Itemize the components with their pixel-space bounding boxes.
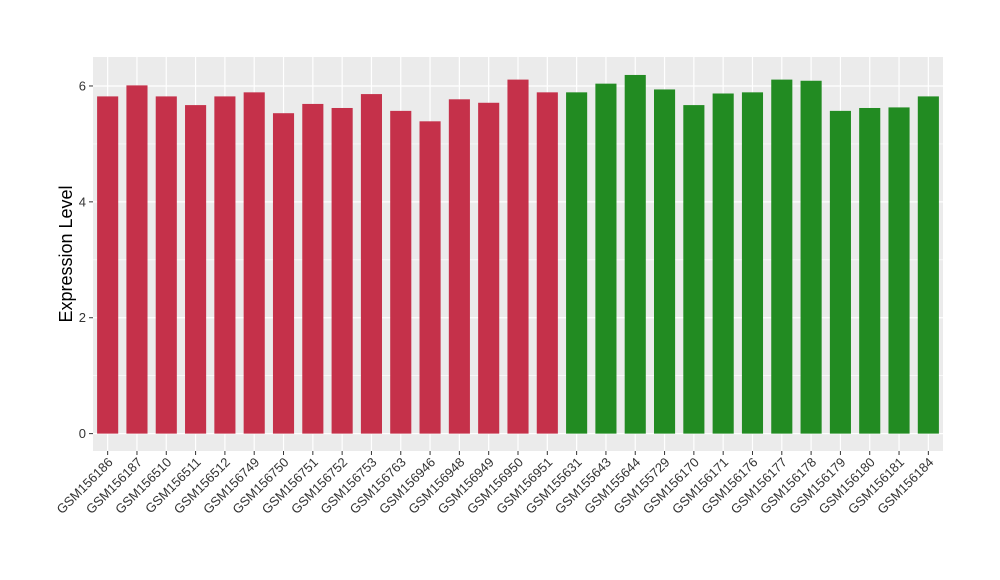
- bar-GSM156181: [888, 107, 910, 434]
- bar-GSM156753: [360, 94, 382, 434]
- bar-GSM156178: [800, 80, 822, 434]
- bar-GSM156751: [302, 103, 324, 434]
- y-tick-label: 0: [79, 426, 86, 441]
- bar-GSM156186: [97, 96, 119, 434]
- y-tick-label: 6: [79, 78, 86, 93]
- bar-GSM156180: [859, 107, 881, 434]
- bar-GSM156752: [331, 107, 353, 434]
- bar-GSM156187: [126, 85, 148, 434]
- bar-GSM155631: [566, 92, 588, 434]
- bar-GSM156170: [683, 105, 705, 434]
- bar-GSM156949: [478, 102, 500, 434]
- bar-GSM156177: [771, 79, 793, 434]
- bar-GSM156750: [272, 113, 295, 434]
- bar-GSM156171: [712, 93, 734, 434]
- y-tick-label: 2: [79, 310, 86, 325]
- bar-GSM156948: [448, 99, 470, 434]
- y-axis: 0 2 4 6: [79, 78, 93, 441]
- y-tick-label: 4: [79, 194, 86, 209]
- bar-GSM156951: [536, 92, 558, 434]
- bars: [97, 74, 939, 434]
- bar-GSM156176: [741, 92, 764, 434]
- bar-GSM156512: [214, 96, 236, 434]
- bar-GSM156763: [390, 110, 412, 434]
- bar-GSM155644: [624, 74, 646, 434]
- bar-GSM156510: [155, 96, 177, 434]
- bar-GSM156511: [185, 105, 207, 434]
- bar-GSM155643: [595, 83, 617, 434]
- bar-GSM156950: [507, 79, 529, 434]
- y-axis-title: Expression Level: [56, 185, 76, 322]
- bar-GSM156179: [829, 110, 851, 434]
- x-axis: GSM156186GSM156187GSM156510GSM156511GSM1…: [54, 451, 936, 517]
- bar-GSM156749: [243, 92, 265, 434]
- bar-GSM156184: [917, 96, 939, 434]
- bar-GSM156946: [419, 121, 441, 434]
- bar-GSM155729: [654, 89, 676, 434]
